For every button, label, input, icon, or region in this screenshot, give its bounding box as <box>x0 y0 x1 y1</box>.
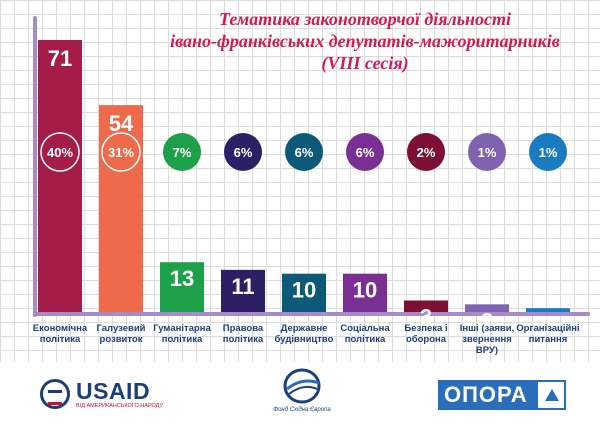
bar-value-label: 10 <box>292 278 316 303</box>
category-tick-label: політика <box>223 334 264 345</box>
percent-label: 2% <box>417 145 436 160</box>
percent-label: 1% <box>539 145 558 160</box>
chart-title: Тематика законотворчої діяльності івано-… <box>150 8 580 74</box>
category-tick-label: політика <box>40 334 81 345</box>
opora-logo: ОПОРА <box>438 380 566 410</box>
bar <box>343 273 387 312</box>
bar-value-label: 10 <box>353 278 377 303</box>
bar-value-label: 54 <box>109 111 134 136</box>
category-tick-label: будівництво <box>275 334 334 345</box>
percent-badge <box>529 133 567 171</box>
category-tick-label: Безпека і <box>404 323 447 334</box>
bar-value-label: 1 <box>542 312 554 337</box>
east-europe-fund-logo: Фонд Східна Європа <box>262 367 342 419</box>
category-tick-label: звернення <box>462 334 512 345</box>
title-line-2: івано-франківських депутатів-мажоритарни… <box>170 31 560 51</box>
bar <box>99 105 143 312</box>
bar-value-label: 13 <box>170 266 194 291</box>
bar-value-label: 11 <box>231 274 254 299</box>
category-tick-label: Економічна <box>33 323 88 334</box>
usaid-logo: USAID ВІД АМЕРИКАНСЬКОГО НАРОДУ <box>40 379 170 413</box>
percent-badge <box>40 132 80 172</box>
bar <box>465 304 509 312</box>
percent-label: 6% <box>356 145 375 160</box>
category-tick-label: Гуманітарна <box>153 323 211 334</box>
category-tick-label: Соціальна <box>340 323 390 334</box>
bar-value-label: 2 <box>481 308 493 333</box>
percent-label: 6% <box>234 145 253 160</box>
category-tick-label: політика <box>345 334 386 345</box>
bar <box>404 300 448 312</box>
title-line-3: (VIII сесія) <box>321 53 409 73</box>
footer: USAID ВІД АМЕРИКАНСЬКОГО НАРОДУ Фонд Схі… <box>0 362 600 424</box>
usaid-seal-icon <box>40 379 70 409</box>
bar <box>526 308 570 312</box>
bar-chart: 7140%Економічнаполітика5431%Галузевийроз… <box>33 16 590 356</box>
percent-label: 1% <box>478 145 497 160</box>
percent-badge <box>224 133 262 171</box>
percent-badge <box>285 133 323 171</box>
bar-value-label: 3 <box>420 305 432 330</box>
bar <box>38 40 82 312</box>
bar <box>160 262 204 312</box>
fund-emblem-icon <box>283 368 321 404</box>
percent-label: 40% <box>47 145 73 160</box>
usaid-wordmark: USAID <box>76 378 151 404</box>
bar <box>282 273 326 312</box>
percent-badge <box>407 133 445 171</box>
percent-label: 7% <box>173 145 192 160</box>
usaid-tagline: ВІД АМЕРИКАНСЬКОГО НАРОДУ <box>76 403 163 409</box>
category-tick-label: Організаційні <box>516 323 579 334</box>
category-tick-label: Галузевий <box>96 323 145 334</box>
category-tick-label: політика <box>162 334 203 345</box>
category-tick-label: питання <box>529 334 568 345</box>
percent-badge <box>101 132 141 172</box>
percent-label: 31% <box>108 145 134 160</box>
category-tick-label: Державне <box>281 323 328 334</box>
bar-value-label: 71 <box>48 46 72 71</box>
percent-badge <box>468 133 506 171</box>
category-tick-label: оборона <box>406 334 447 345</box>
percent-badge <box>346 133 384 171</box>
title-line-1: Тематика законотворчої діяльності <box>218 9 512 29</box>
opora-wordmark: ОПОРА <box>444 382 528 407</box>
fund-name: Фонд Східна Європа <box>273 407 331 413</box>
opora-triangle-icon <box>536 380 566 410</box>
bar <box>221 269 265 312</box>
percent-badge <box>163 133 201 171</box>
category-tick-label: розвиток <box>100 334 143 345</box>
percent-label: 6% <box>295 145 314 160</box>
category-tick-label: Інші (заяви, <box>460 323 514 334</box>
category-tick-label: ВРУ) <box>476 345 498 356</box>
category-tick-label: Правова <box>223 323 264 334</box>
